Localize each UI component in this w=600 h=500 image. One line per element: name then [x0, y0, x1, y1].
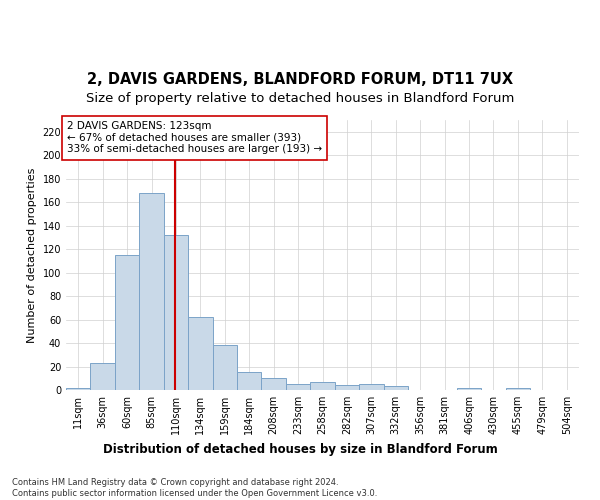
Bar: [66, 388, 91, 390]
Text: Distribution of detached houses by size in Blandford Forum: Distribution of detached houses by size …: [103, 442, 497, 456]
Text: Contains HM Land Registry data © Crown copyright and database right 2024.
Contai: Contains HM Land Registry data © Crown c…: [12, 478, 377, 498]
Bar: [262, 378, 286, 390]
Bar: [286, 384, 310, 390]
Text: 2 DAVIS GARDENS: 123sqm
← 67% of detached houses are smaller (393)
33% of semi-d: 2 DAVIS GARDENS: 123sqm ← 67% of detache…: [67, 121, 322, 154]
Text: Size of property relative to detached houses in Blandford Forum: Size of property relative to detached ho…: [86, 92, 514, 105]
Bar: [457, 388, 481, 390]
Bar: [506, 388, 530, 390]
Bar: [139, 193, 164, 390]
Bar: [164, 235, 188, 390]
Bar: [335, 386, 359, 390]
Bar: [115, 255, 139, 390]
Bar: [188, 317, 212, 390]
Bar: [91, 363, 115, 390]
Bar: [237, 372, 262, 390]
Y-axis label: Number of detached properties: Number of detached properties: [27, 168, 37, 342]
Bar: [212, 346, 237, 390]
Text: 2, DAVIS GARDENS, BLANDFORD FORUM, DT11 7UX: 2, DAVIS GARDENS, BLANDFORD FORUM, DT11 …: [87, 72, 513, 88]
Bar: [359, 384, 383, 390]
Bar: [310, 382, 335, 390]
Bar: [383, 386, 408, 390]
